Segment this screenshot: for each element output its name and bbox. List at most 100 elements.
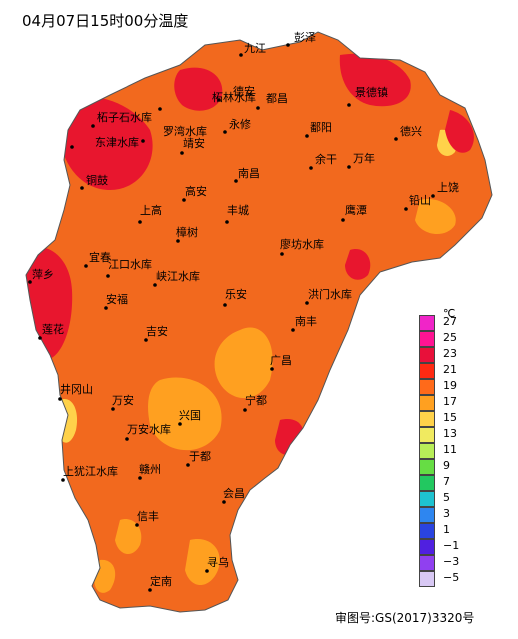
city-dot: [223, 130, 227, 134]
legend-label: 23: [443, 347, 457, 360]
city-label: 樟树: [176, 225, 198, 239]
city-label: 廖坊水库: [280, 237, 324, 251]
legend-label: 13: [443, 427, 457, 440]
city-label: 于都: [189, 450, 211, 463]
city-dot: [178, 422, 182, 426]
city-label: 鄱阳: [310, 121, 332, 134]
city-label: 九江: [244, 42, 266, 55]
city-label: 江口水库: [108, 258, 152, 271]
city-dot: [394, 137, 398, 141]
city-label: 万年: [353, 151, 375, 165]
city-label: 万安: [112, 393, 134, 407]
legend-label: −1: [443, 539, 460, 552]
legend-unit: ℃: [443, 307, 456, 320]
city-label: 柘子石水库: [97, 110, 152, 124]
city-dot: [239, 53, 243, 57]
city-label: 余干: [315, 152, 337, 166]
city-dot: [153, 283, 157, 287]
city-label: 寻乌: [207, 555, 229, 569]
city-label: 罗湾水库: [163, 124, 207, 138]
city-dot: [205, 569, 209, 573]
city-dot: [104, 306, 108, 310]
city-dot: [58, 397, 62, 401]
legend-label: 21: [443, 363, 457, 376]
city-dot: [28, 280, 32, 284]
legend-label: 5: [443, 491, 450, 504]
city-label: 丰城: [227, 204, 249, 217]
legend-swatch: [419, 555, 435, 571]
city-label: 铅山: [409, 193, 431, 207]
city-label: 靖安: [183, 136, 205, 150]
legend-swatch: [419, 331, 435, 347]
legend-swatch: [419, 507, 435, 523]
approval-number: 审图号:GS(2017)3320号: [335, 611, 475, 625]
legend-swatch: [419, 475, 435, 491]
city-label: 广昌: [270, 354, 292, 367]
city-dot: [38, 336, 42, 340]
city-label: 都昌: [266, 92, 288, 105]
city-dot: [84, 264, 88, 268]
city-label: 鹰潭: [345, 203, 367, 217]
city-label: 萍乡: [32, 268, 54, 281]
legend-swatch: [419, 523, 435, 539]
city-dot: [111, 407, 115, 411]
city-dot: [305, 301, 309, 305]
city-dot: [305, 134, 309, 138]
city-dot: [180, 151, 184, 155]
city-dot: [223, 303, 227, 307]
map-title: 04月07日15时00分温度: [22, 12, 189, 30]
legend-label: 7: [443, 475, 450, 488]
city-dot: [286, 43, 290, 47]
city-label: 莲花: [42, 323, 64, 336]
city-label: 乐安: [225, 287, 247, 301]
city-dot: [341, 218, 345, 222]
legend-swatch: [419, 539, 435, 555]
city-label: 洪门水库: [308, 287, 352, 301]
city-dot: [138, 476, 142, 480]
city-label: 宜春: [89, 250, 111, 264]
city-label: 井冈山: [60, 382, 93, 396]
city-label: 宁都: [245, 393, 267, 407]
city-label: 铜鼓: [86, 173, 108, 187]
city-label: 柘林水库: [212, 90, 256, 104]
city-label: 兴国: [179, 409, 201, 422]
city-dot: [280, 252, 284, 256]
legend-label: −5: [443, 571, 460, 584]
city-label: 吉安: [146, 324, 168, 338]
legend-label: 27: [443, 315, 457, 328]
legend-swatch: [419, 395, 435, 411]
legend-label: 3: [443, 507, 450, 520]
city-dot: [225, 220, 229, 224]
city-dot: [256, 106, 260, 110]
city-dot: [125, 437, 129, 441]
city-label: 信丰: [137, 510, 159, 523]
legend-swatch: [419, 363, 435, 379]
city-label: 上饶: [437, 181, 459, 194]
legend-label: 9: [443, 459, 450, 472]
city-dot: [186, 463, 190, 467]
legend-label: 19: [443, 379, 457, 392]
legend-swatch: [419, 427, 435, 443]
city-label: 上犹江水库: [63, 465, 118, 478]
city-dot: [217, 98, 221, 102]
city-label: 万安水库: [127, 422, 171, 436]
legend-swatch: [419, 411, 435, 427]
city-label: 东津水库: [95, 136, 139, 149]
city-dot: [404, 207, 408, 211]
city-dot: [70, 145, 74, 149]
city-dot: [222, 500, 226, 504]
city-dot: [135, 523, 139, 527]
city-label: 南昌: [238, 167, 260, 180]
city-dot: [182, 198, 186, 202]
city-dot: [291, 328, 295, 332]
city-dot: [138, 220, 142, 224]
city-label: 永修: [229, 117, 251, 131]
city-dot: [61, 478, 65, 482]
city-label: 定南: [150, 574, 172, 588]
legend-swatch: [419, 315, 435, 331]
legend-label: 17: [443, 395, 457, 408]
legend-swatch: [419, 491, 435, 507]
legend-label: 15: [443, 411, 457, 424]
